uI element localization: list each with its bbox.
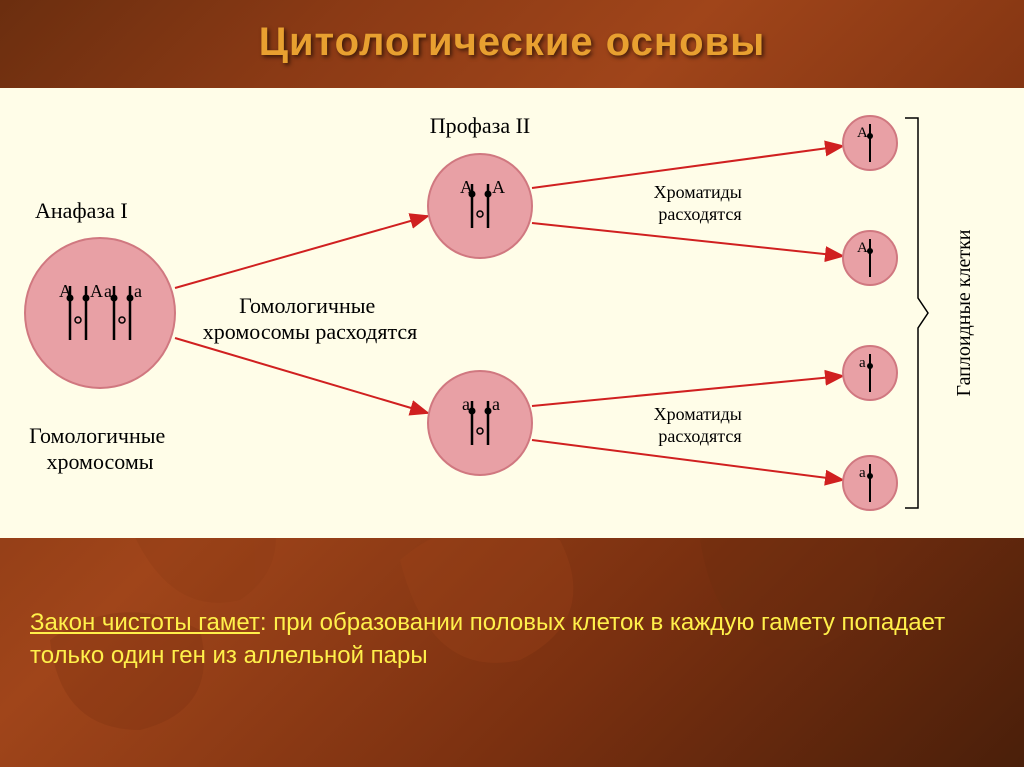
svg-text:a: a: [859, 355, 866, 371]
final-cell-3: a: [843, 346, 897, 400]
svg-text:A: A: [857, 125, 868, 141]
slide-title: Цитологические основы: [0, 20, 1024, 65]
haploid-cells-label: Гаплоидные клетки: [953, 229, 975, 396]
allele-A: A: [90, 281, 103, 301]
allele-a: a: [134, 281, 142, 301]
chromatids-sep-label: Хроматиды расходятся: [654, 182, 747, 224]
allele-A: A: [59, 281, 72, 301]
prophase2-label: Профаза II: [430, 113, 531, 138]
arrow: [532, 440, 843, 480]
arrow: [175, 338, 428, 413]
anaphase1-label: Анафаза I: [35, 198, 128, 223]
arrow: [532, 223, 843, 256]
arrow: [532, 376, 843, 406]
chromatids-sep-label: Хроматиды расходятся: [654, 404, 747, 446]
final-cell-2: A: [843, 231, 897, 285]
arrow: [175, 216, 428, 288]
law-name: Закон чистоты гамет: [30, 609, 260, 636]
diagram-panel: A A a a Анафаза I Гомологичные хромосомы: [0, 88, 1024, 538]
svg-text:A: A: [857, 240, 868, 256]
homologous-label: Гомологичные хромосомы: [29, 423, 171, 474]
mid-bot-cell: [428, 371, 532, 475]
allele-a: a: [492, 394, 500, 414]
footer-text: Закон чистоты гамет: при образовании пол…: [30, 607, 994, 672]
slide: Цитологические основы A A: [0, 0, 1024, 767]
allele-A: A: [460, 177, 473, 197]
final-cell-4: a: [843, 456, 897, 510]
homologous-separate-label: Гомологичные хромосомы расходятся: [203, 293, 417, 344]
bracket: [905, 118, 928, 508]
allele-a: a: [462, 394, 470, 414]
mid-top-cell: [428, 154, 532, 258]
meiosis-diagram: A A a a Анафаза I Гомологичные хромосомы: [0, 88, 1024, 538]
allele-a: a: [104, 281, 112, 301]
svg-text:a: a: [859, 465, 866, 481]
parent-cell: [25, 238, 175, 388]
final-cell-1: A: [843, 116, 897, 170]
allele-A: A: [492, 177, 505, 197]
